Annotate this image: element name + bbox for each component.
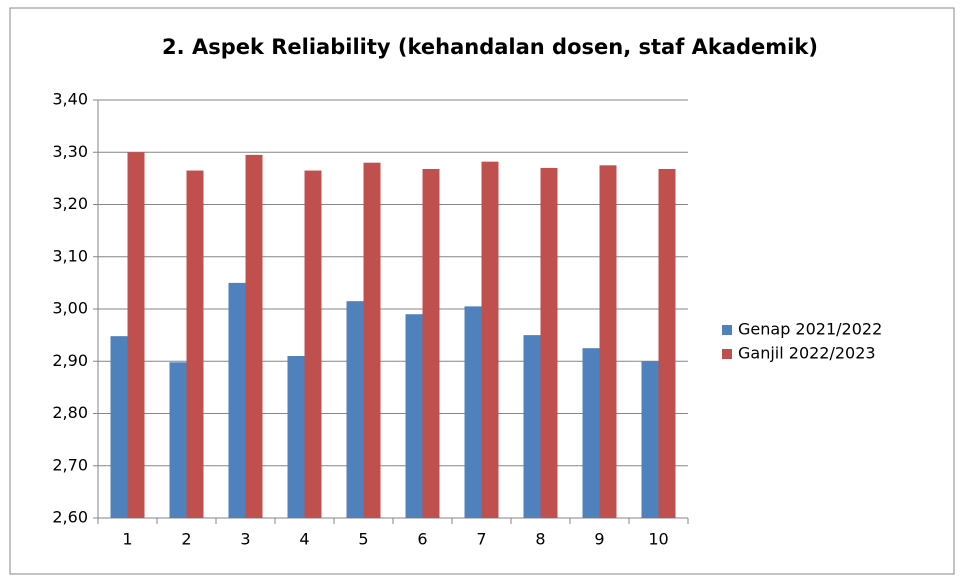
bar xyxy=(363,162,381,518)
x-tick-label: 9 xyxy=(594,530,604,549)
x-tick-label: 8 xyxy=(535,530,545,549)
chart-title: 2. Aspek Reliability (kehandalan dosen, … xyxy=(162,35,818,59)
bar xyxy=(464,306,482,518)
legend-swatch xyxy=(722,349,732,359)
bar xyxy=(599,165,617,518)
legend-label: Genap 2021/2022 xyxy=(738,320,882,339)
bar xyxy=(186,170,204,518)
bar xyxy=(523,335,541,518)
bar xyxy=(169,362,187,518)
bar xyxy=(481,161,499,518)
x-tick-label: 2 xyxy=(181,530,191,549)
y-tick-label: 2,60 xyxy=(52,508,88,527)
bar xyxy=(422,168,440,518)
x-tick-label: 5 xyxy=(358,530,368,549)
bar xyxy=(245,154,263,519)
x-tick-label: 7 xyxy=(476,530,486,549)
y-tick-label: 3,30 xyxy=(52,142,88,161)
legend-label: Ganjil 2022/2023 xyxy=(738,344,876,363)
bar xyxy=(287,356,305,518)
bar xyxy=(582,348,600,518)
bar xyxy=(641,361,659,518)
x-tick-label: 6 xyxy=(417,530,427,549)
y-tick-label: 2,90 xyxy=(52,351,88,370)
y-tick-label: 3,00 xyxy=(52,299,88,318)
bar xyxy=(110,336,128,518)
x-tick-label: 3 xyxy=(240,530,250,549)
x-tick-label: 4 xyxy=(299,530,309,549)
y-tick-label: 3,10 xyxy=(52,246,88,265)
bar xyxy=(405,314,423,518)
x-tick-label: 1 xyxy=(122,530,132,549)
bar xyxy=(540,167,558,519)
y-tick-label: 2,80 xyxy=(52,403,88,422)
y-tick-label: 2,70 xyxy=(52,455,88,474)
y-tick-label: 3,40 xyxy=(52,90,88,109)
bar xyxy=(127,152,145,518)
y-tick-label: 3,20 xyxy=(52,194,88,213)
bar xyxy=(346,301,364,518)
x-tick-label: 10 xyxy=(648,530,668,549)
bar xyxy=(304,170,322,518)
legend-swatch xyxy=(722,325,732,335)
bar xyxy=(658,168,676,518)
bar xyxy=(228,282,246,518)
